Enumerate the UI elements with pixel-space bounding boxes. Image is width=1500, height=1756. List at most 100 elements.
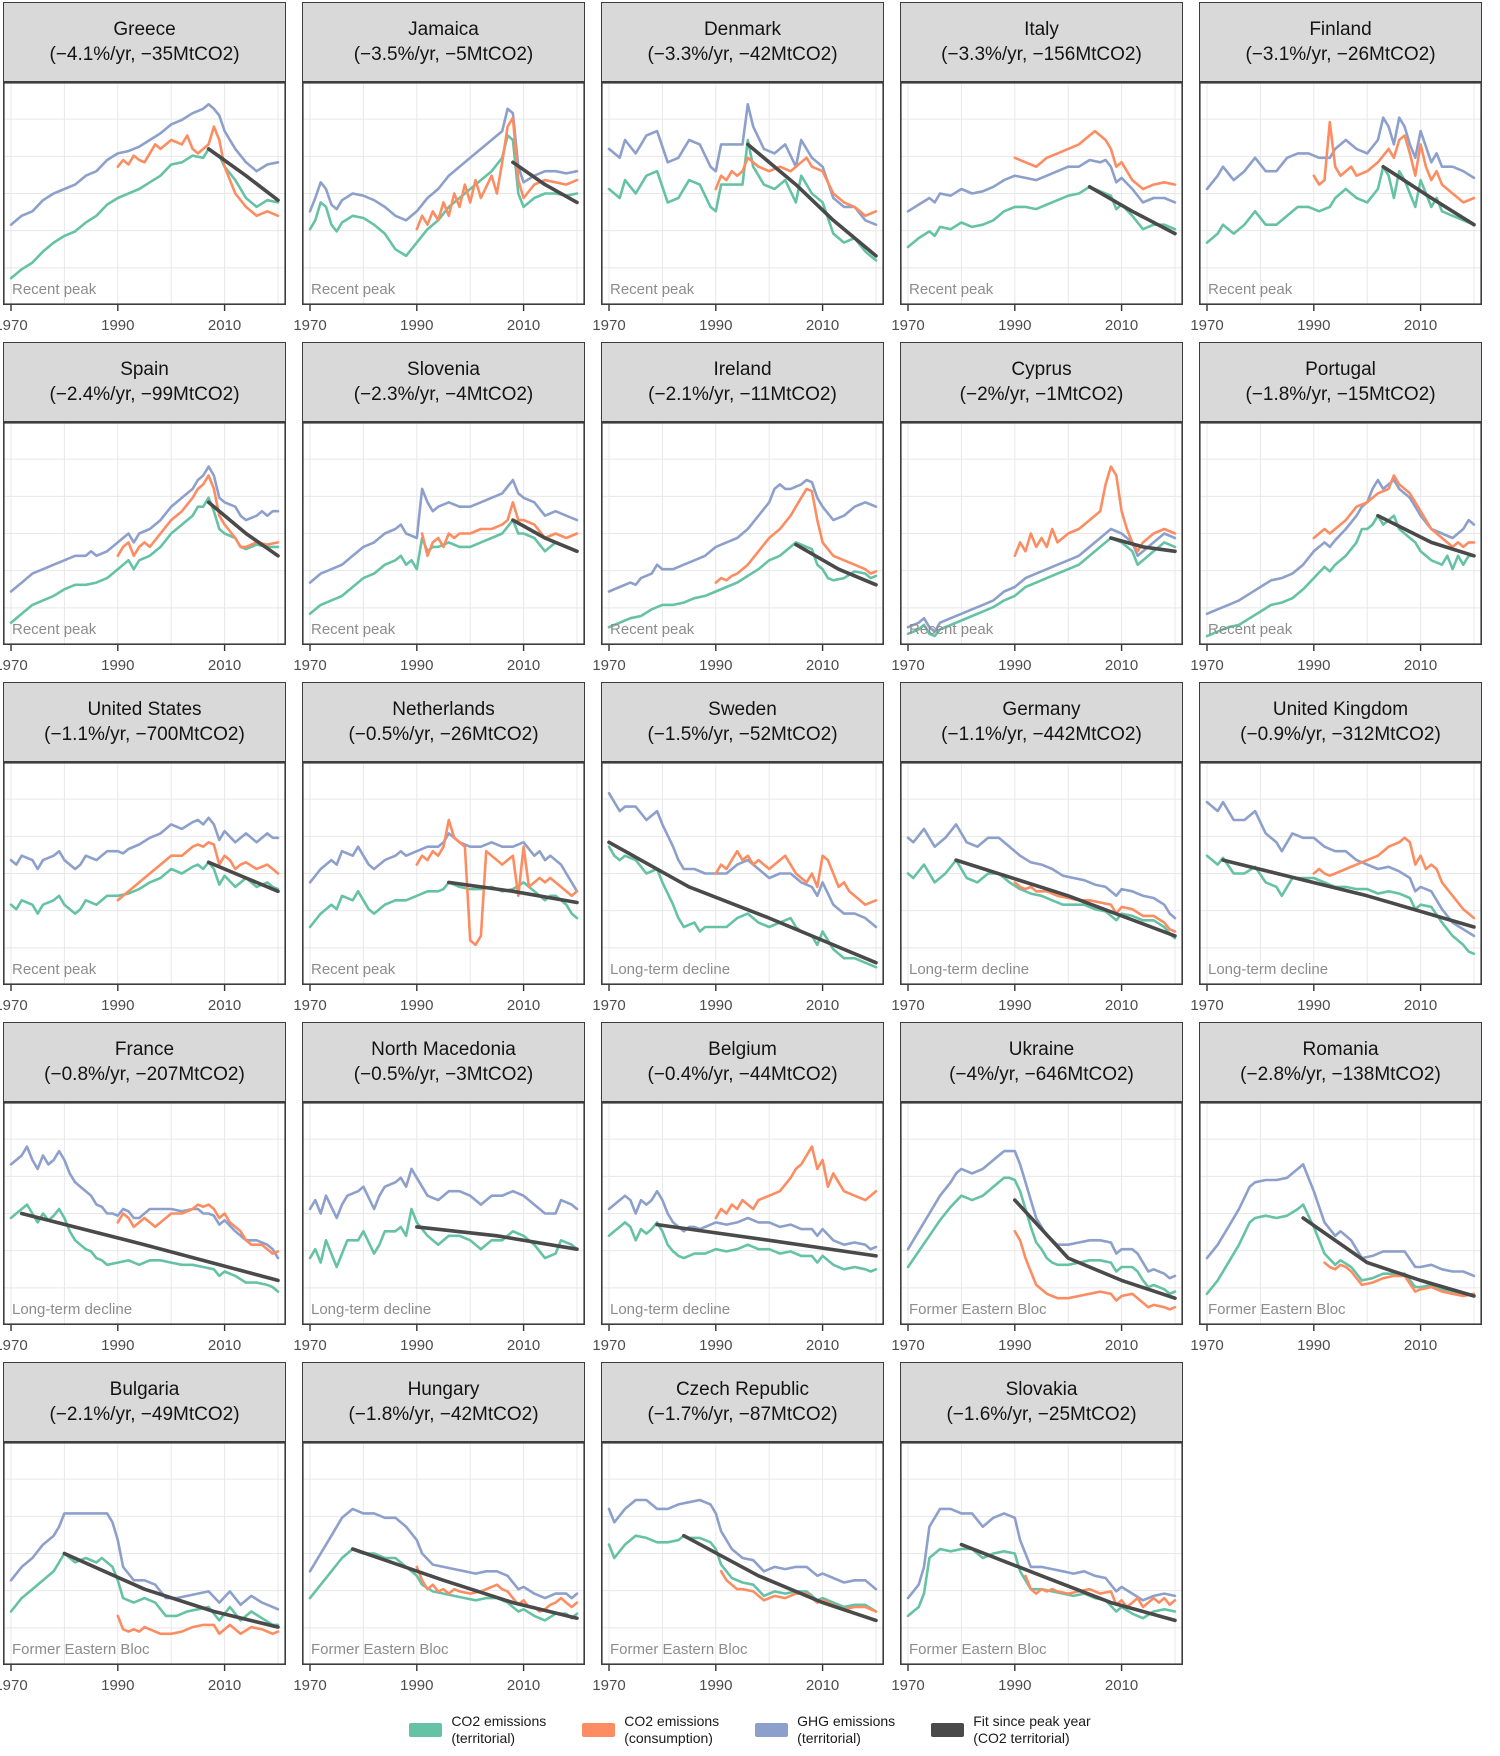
panel-country-name: Italy <box>1024 18 1059 40</box>
plot-border <box>302 762 585 985</box>
x-axis-tick-label: 1990 <box>699 997 732 1014</box>
series-line-fit <box>794 542 878 587</box>
series-line-fit <box>959 1542 1177 1623</box>
series-line-co2_consumption <box>415 1565 579 1613</box>
series-line-fit <box>655 1222 878 1258</box>
panel-country-name: Slovakia <box>1005 1378 1078 1400</box>
series-line-co2_territorial <box>9 147 280 280</box>
panel-header: Germany (−1.1%/yr, −442MtCO2) <box>900 682 1183 762</box>
series-line-ghg_territorial <box>308 478 579 584</box>
x-axis-tick-label: 2010 <box>1105 657 1138 674</box>
legend-label-line2: (territorial) <box>797 1730 861 1746</box>
emissions-plot: Recent peak 1970 1990 2010 <box>1190 422 1482 674</box>
emissions-plot: Long-term decline 1970 1990 2010 <box>592 1102 884 1354</box>
emissions-plot: Former Eastern Bloc 1970 1990 2010 <box>891 1102 1183 1354</box>
plot-border <box>302 422 585 645</box>
series-line-ghg_territorial <box>1205 800 1476 938</box>
country-panel: Czech Republic (−1.7%/yr, −87MtCO2) Former… <box>592 1362 884 1702</box>
panel-header: Czech Republic (−1.7%/yr, −87MtCO2) <box>601 1362 884 1442</box>
x-axis-tick-label: 1990 <box>998 1677 1031 1694</box>
panel-trend-stats: (−3.3%/yr, −156MtCO2) <box>941 44 1142 65</box>
panel-country-name: Cyprus <box>1011 358 1072 380</box>
x-axis-tick-label: 2010 <box>507 1677 540 1694</box>
x-axis-tick-label: 1990 <box>101 1337 134 1354</box>
legend-label-line1: CO2 emissions <box>624 1713 720 1730</box>
series-line-co2_consumption <box>714 156 878 218</box>
x-axis-tick-label: 2010 <box>507 1337 540 1354</box>
x-axis-tick-label: 2010 <box>1404 1337 1437 1354</box>
panel-trend-stats: (−0.4%/yr, −44MtCO2) <box>647 1064 838 1085</box>
x-axis-tick-label: 2010 <box>208 997 241 1014</box>
country-panel: Romania (−2.8%/yr, −138MtCO2) Former Easte… <box>1190 1022 1482 1362</box>
panel-trend-stats: (−4%/yr, −646MtCO2) <box>949 1064 1134 1085</box>
emissions-plot: Long-term decline 1970 1990 2010 <box>1190 762 1482 1014</box>
legend-label-line2: (consumption) <box>624 1730 713 1746</box>
panel-country-name: Slovenia <box>407 358 480 380</box>
panel-country-name: United Kingdom <box>1272 698 1409 720</box>
series-line-fit <box>1109 536 1177 554</box>
x-axis-tick-label: 1990 <box>101 1677 134 1694</box>
legend-label-line1: GHG emissions <box>797 1713 896 1730</box>
x-axis-tick-label: 1990 <box>400 1677 433 1694</box>
panel-group-annotation: Recent peak <box>12 621 97 638</box>
emissions-plot: Recent peak 1970 1990 2010 <box>592 422 884 674</box>
series-line-fit <box>447 880 579 905</box>
panel-trend-stats: (−1.7%/yr, −87MtCO2) <box>647 1404 838 1425</box>
series-line-ghg_territorial <box>308 107 579 222</box>
series-line-co2_territorial <box>308 518 579 616</box>
panel-header: Bulgaria (−2.1%/yr, −49MtCO2) <box>3 1362 286 1442</box>
legend-swatch-co2_territorial <box>409 1723 443 1737</box>
x-axis-tick-label: 1990 <box>101 657 134 674</box>
panel-country-name: Romania <box>1302 1038 1379 1060</box>
panel-group-annotation: Recent peak <box>610 621 695 638</box>
plot-border <box>601 1442 884 1665</box>
series-line-fit <box>1301 1216 1476 1298</box>
series-line-co2_consumption <box>415 818 579 947</box>
series-line-ghg_territorial <box>9 465 280 593</box>
country-panel: Germany (−1.1%/yr, −442MtCO2) Long-term de… <box>891 682 1183 1022</box>
panel-country-name: North Macedonia <box>371 1038 516 1060</box>
country-panel: Italy (−3.3%/yr, −156MtCO2) Recent peak 197… <box>891 2 1183 342</box>
x-axis-tick-label: 1970 <box>592 1337 625 1354</box>
panel-trend-stats: (−3.1%/yr, −26MtCO2) <box>1245 44 1436 65</box>
x-axis-tick-label: 1970 <box>293 1337 326 1354</box>
panel-country-name: Spain <box>120 358 169 380</box>
plot-border <box>3 82 286 305</box>
panel-header: France (−0.8%/yr, −207MtCO2) <box>3 1022 286 1102</box>
x-axis-tick-label: 2010 <box>1105 1337 1138 1354</box>
panel-group-annotation: Recent peak <box>12 961 97 978</box>
panel-trend-stats: (−3.3%/yr, −42MtCO2) <box>647 44 838 65</box>
panel-trend-stats: (−2%/yr, −1MtCO2) <box>959 384 1124 405</box>
series-line-fit <box>206 147 280 202</box>
legend-label-line2: (CO2 territorial) <box>973 1730 1070 1746</box>
panel-group-annotation: Former Eastern Bloc <box>909 1301 1047 1318</box>
x-axis-tick-label: 1990 <box>699 657 732 674</box>
series-line-ghg_territorial <box>607 102 878 226</box>
panel-trend-stats: (−1.8%/yr, −15MtCO2) <box>1245 384 1436 405</box>
series-line-ghg_territorial <box>1205 478 1476 616</box>
series-line-co2_consumption <box>1312 836 1476 920</box>
panel-header: United States (−1.1%/yr, −700MtCO2) <box>3 682 286 762</box>
panel-country-name: Denmark <box>703 18 782 40</box>
panel-trend-stats: (−2.1%/yr, −49MtCO2) <box>49 1404 240 1425</box>
panel-trend-stats: (−4.1%/yr, −35MtCO2) <box>49 44 240 65</box>
series-line-co2_territorial <box>607 541 878 629</box>
series-line-co2_territorial <box>9 1552 280 1627</box>
series-line-co2_territorial <box>607 845 878 969</box>
panel-group-annotation: Recent peak <box>1208 281 1293 298</box>
country-panel: Slovakia (−1.6%/yr, −25MtCO2) Former Easte… <box>891 1362 1183 1702</box>
x-axis-tick-label: 1990 <box>400 657 433 674</box>
series-line-co2_consumption <box>1024 1574 1177 1609</box>
plot-border <box>1199 422 1482 645</box>
x-axis-tick-label: 2010 <box>1404 657 1437 674</box>
series-line-co2_consumption <box>1013 129 1177 191</box>
x-axis-tick-label: 2010 <box>806 1677 839 1694</box>
panel-group-annotation: Recent peak <box>12 281 97 298</box>
plot-border <box>3 762 286 985</box>
x-axis-tick-label: 1970 <box>891 997 924 1014</box>
x-axis-tick-label: 1970 <box>0 997 28 1014</box>
panel-header: Slovenia (−2.3%/yr, −4MtCO2) <box>302 342 585 422</box>
panel-trend-stats: (−2.8%/yr, −138MtCO2) <box>1240 1064 1441 1085</box>
country-panel: United Kingdom (−0.9%/yr, −312MtCO2) Long-… <box>1190 682 1482 1022</box>
